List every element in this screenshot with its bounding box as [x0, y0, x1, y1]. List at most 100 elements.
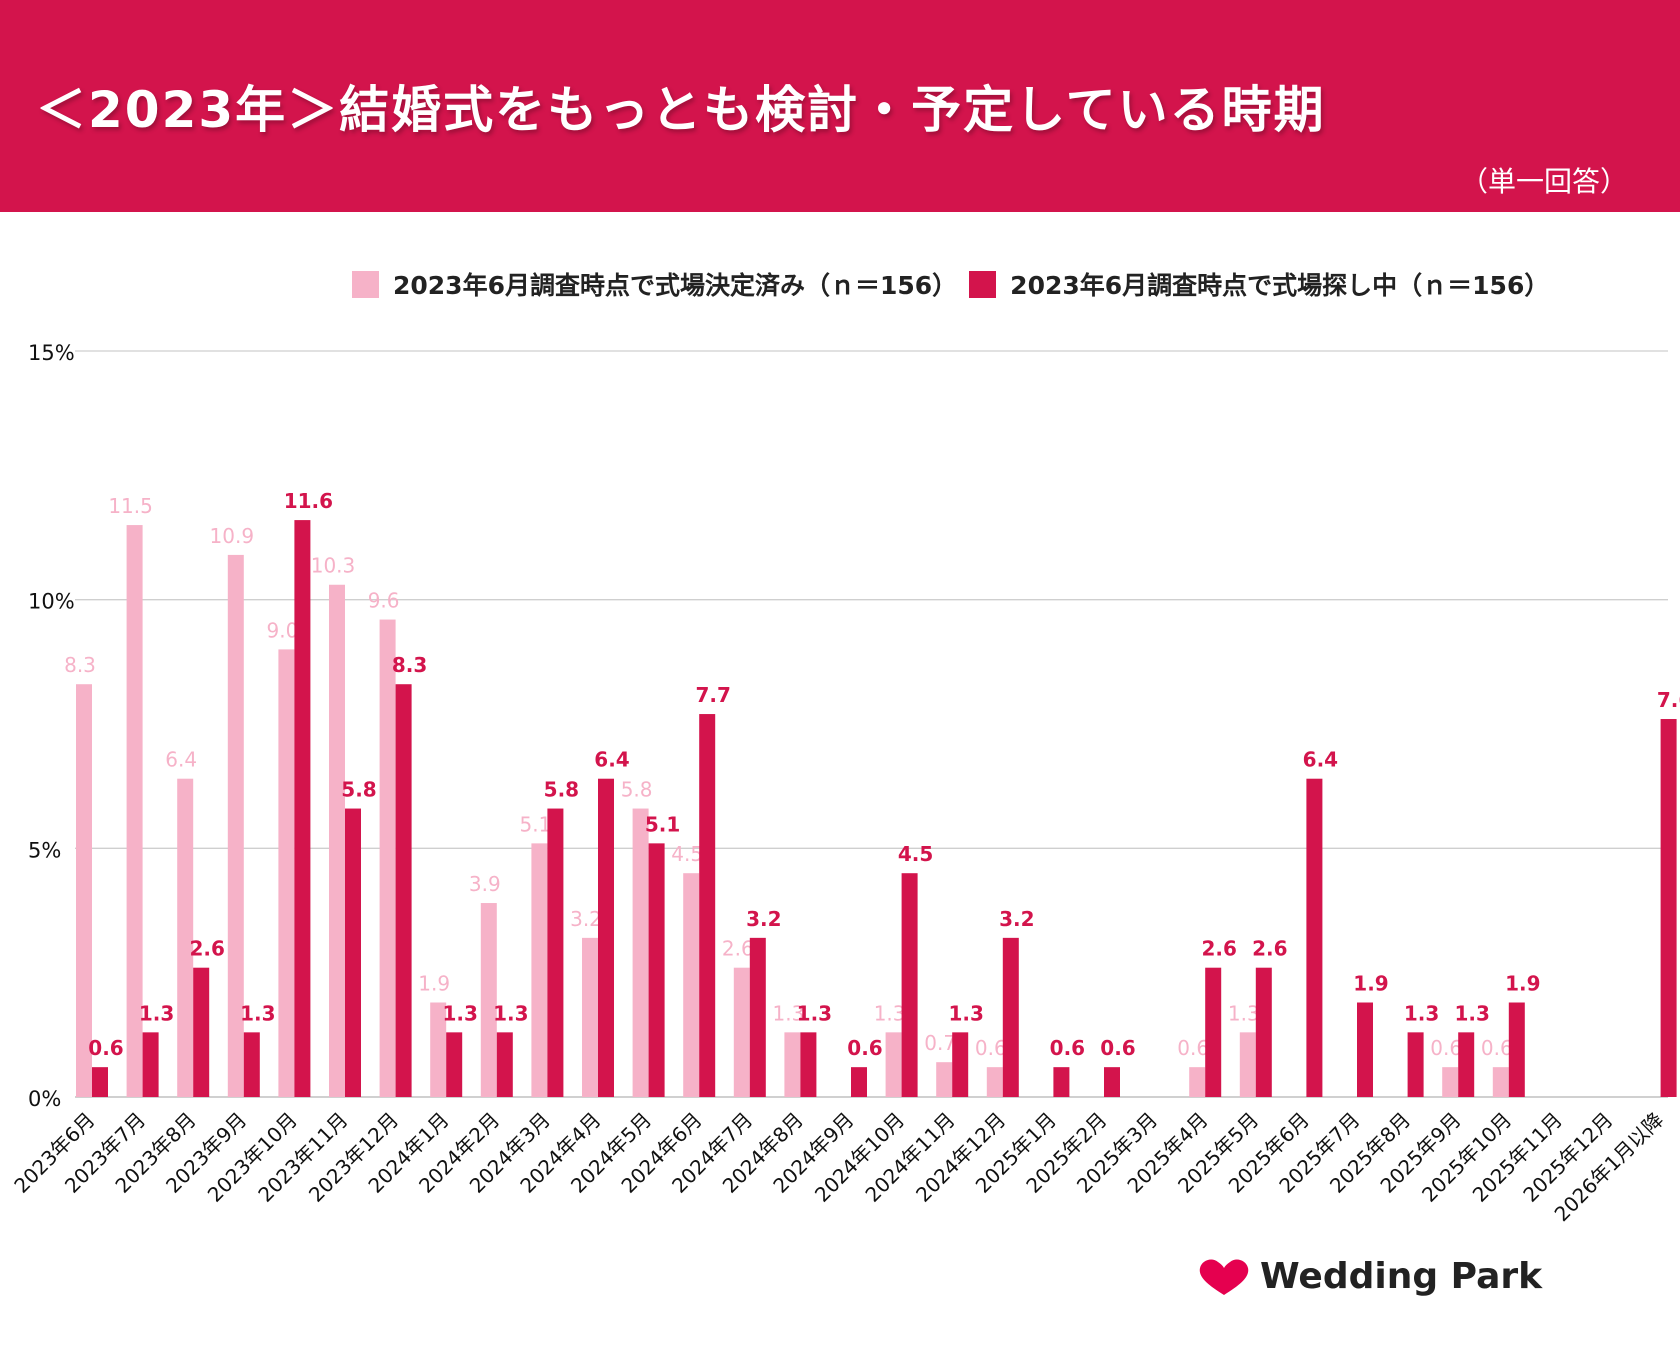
data-label: 1.3: [797, 1001, 832, 1025]
bar-decided: [885, 1032, 902, 1097]
y-tick-label: 5%: [28, 838, 61, 862]
data-label: 0.6: [1100, 1036, 1135, 1060]
data-label: 0.6: [1177, 1036, 1209, 1060]
bar-searching: [92, 1067, 108, 1097]
page-title: ＜2023年＞結婚式をもっとも検討・予定している時期: [36, 81, 1326, 139]
legend-item-decided: 2023年6月調査時点で式場決定済み（ｎ＝156）: [352, 266, 957, 302]
data-label: 0.7: [924, 1031, 956, 1055]
bar-searching: [243, 1032, 260, 1097]
bar-searching: [1255, 967, 1272, 1097]
data-label: 1.9: [418, 972, 450, 996]
data-label: 10.9: [210, 524, 255, 548]
data-label: 1.9: [1505, 972, 1540, 996]
bar-searching: [1407, 1032, 1424, 1097]
data-label: 1.3: [1404, 1001, 1439, 1025]
bar-searching: [547, 808, 564, 1097]
data-label: 0.6: [975, 1036, 1007, 1060]
data-label: 3.2: [999, 907, 1034, 931]
bar-decided: [379, 619, 396, 1097]
bar-decided: [1492, 1067, 1509, 1097]
bar-searching: [851, 1067, 867, 1097]
data-label: 0.6: [1050, 1036, 1085, 1060]
legend-item-searching: 2023年6月調査時点で式場探し中（ｎ＝156）: [969, 266, 1549, 302]
data-label: 5.1: [519, 812, 551, 836]
data-label: 8.3: [392, 653, 427, 677]
bar-decided: [936, 1062, 953, 1097]
bar-decided: [683, 873, 700, 1097]
data-label: 5.8: [544, 778, 579, 802]
logo-text: Wedding Park: [1260, 1256, 1543, 1297]
bar-decided: [784, 1032, 801, 1097]
data-label: 1.3: [442, 1001, 477, 1025]
bar-decided: [733, 967, 750, 1097]
data-label: 9.0: [266, 618, 298, 642]
bar-searching: [193, 967, 210, 1097]
data-label: 4.5: [671, 842, 703, 866]
data-label: 1.9: [1353, 972, 1388, 996]
data-label: 5.8: [621, 778, 653, 802]
data-label: 1.3: [948, 1001, 983, 1025]
bar-searching: [1306, 778, 1323, 1097]
bar-decided: [76, 684, 92, 1097]
bar-searching: [142, 1032, 159, 1097]
data-label: 11.6: [284, 489, 333, 513]
data-label: 1.3: [240, 1001, 275, 1025]
bar-decided: [177, 778, 194, 1097]
bar-decided: [480, 903, 497, 1097]
data-label: 2.6: [189, 937, 224, 961]
legend-label: 2023年6月調査時点で式場探し中（ｎ＝156）: [1010, 271, 1550, 300]
legend-label: 2023年6月調査時点で式場決定済み（ｎ＝156）: [393, 271, 958, 300]
bar-searching: [496, 1032, 513, 1097]
bar-searching: [901, 873, 918, 1097]
data-label: 1.3: [1228, 1001, 1260, 1025]
data-label: 5.1: [645, 812, 680, 836]
bar-decided: [1189, 1067, 1206, 1097]
data-label: 2.6: [1201, 937, 1236, 961]
data-label: 1.3: [874, 1001, 906, 1025]
data-label: 1.3: [772, 1001, 804, 1025]
y-tick-label: 15%: [28, 341, 75, 365]
bar-searching: [395, 684, 412, 1097]
bar-searching: [598, 778, 614, 1097]
y-tick-label: 10%: [28, 590, 75, 614]
bar-decided: [430, 1002, 447, 1097]
bar-searching: [1660, 719, 1677, 1097]
bar-decided: [582, 937, 598, 1097]
wedding-park-logo: Wedding Park: [1198, 1256, 1542, 1297]
data-label: 10.3: [311, 554, 356, 578]
bar-searching: [1508, 1002, 1525, 1097]
bar-decided: [1239, 1032, 1256, 1097]
data-label: 4.5: [898, 842, 933, 866]
data-label: 7.6: [1657, 688, 1680, 712]
data-label: 6.4: [165, 748, 197, 772]
data-label: 8.3: [64, 653, 96, 677]
data-label: 11.5: [108, 494, 153, 518]
bar-searching: [1053, 1067, 1070, 1097]
bar-decided: [227, 554, 244, 1097]
bar-searching: [446, 1032, 463, 1097]
bar-searching: [952, 1032, 969, 1097]
bar-decided: [632, 808, 649, 1097]
bar-searching: [1357, 1002, 1373, 1097]
bar-decided: [126, 525, 143, 1097]
bar-searching: [1205, 967, 1222, 1097]
bar-decided: [986, 1067, 1003, 1097]
data-label: 9.6: [368, 589, 400, 613]
data-label: 1.3: [493, 1001, 528, 1025]
legend-swatch-light: [352, 270, 379, 298]
chart-legend: 2023年6月調査時点で式場決定済み（ｎ＝156） 2023年6月調査時点で式場…: [352, 266, 1561, 302]
bar-searching: [800, 1032, 817, 1097]
bar-searching: [699, 714, 716, 1097]
data-label: 6.4: [1303, 748, 1338, 772]
y-tick-label: 0%: [28, 1087, 61, 1111]
bar-searching: [345, 808, 361, 1097]
data-label: 2.6: [722, 937, 754, 961]
bar-searching: [1002, 937, 1019, 1097]
data-label: 1.3: [1454, 1001, 1489, 1025]
data-label: 3.2: [570, 907, 602, 931]
data-label: 0.6: [1430, 1036, 1462, 1060]
data-label: 7.7: [695, 683, 730, 707]
heart-icon: [1199, 1259, 1249, 1295]
bar-decided: [531, 843, 548, 1097]
